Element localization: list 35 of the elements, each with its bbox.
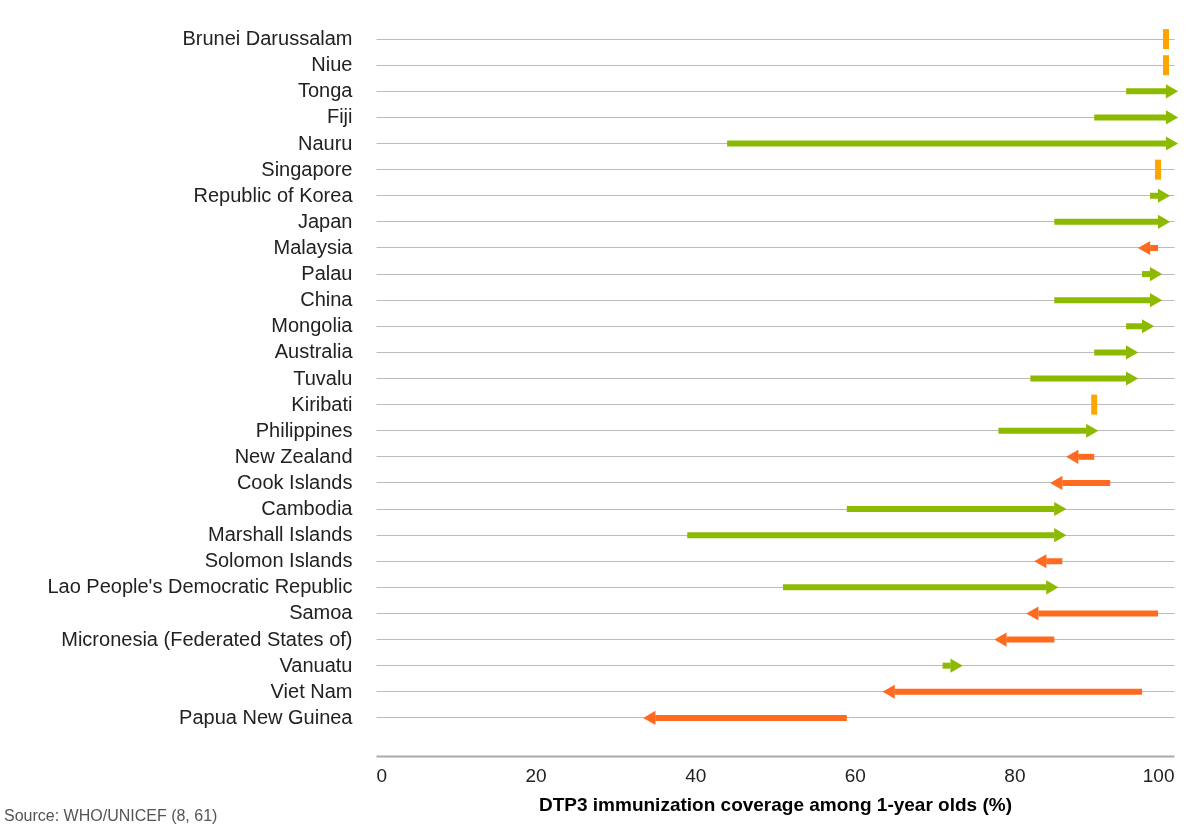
y-tick-label: Cook Islands	[236, 470, 353, 493]
y-tick-label: Philippines	[255, 418, 353, 441]
x-tick-label: 100	[1142, 764, 1175, 786]
y-tick-label: Fiji	[326, 105, 353, 128]
x-tick-label: 60	[844, 764, 866, 786]
y-tick-label: Samoa	[289, 601, 354, 624]
y-tick-label: Papua New Guinea	[179, 705, 354, 728]
x-tick-label: 0	[376, 764, 388, 786]
y-tick-label: China	[300, 288, 354, 311]
y-tick-label: Palau	[301, 262, 353, 285]
x-axis-title: DTP3 immunization coverage among 1-year olds (%)	[539, 793, 1012, 815]
x-tick-label: 80	[1004, 764, 1026, 786]
y-tick-label: Solomon Islands	[204, 549, 353, 572]
y-tick-label: Brunei Darussalam	[182, 27, 353, 50]
y-tick-label: Micronesia (Federated States of)	[61, 627, 353, 650]
y-tick-label: Tuvalu	[293, 366, 353, 389]
x-tick-label: 20	[525, 764, 547, 786]
y-tick-label: Lao People's Democratic Republic	[47, 575, 353, 598]
y-tick-label: Kiribati	[291, 392, 353, 415]
y-tick-label: Nauru	[298, 131, 353, 154]
x-tick-label: 40	[685, 764, 707, 786]
y-tick-label: Japan	[298, 209, 353, 232]
y-tick-label: Viet Nam	[270, 679, 353, 702]
y-tick-label: Mongolia	[271, 314, 354, 337]
y-tick-label: Niue	[311, 53, 353, 76]
y-tick-label: Vanuatu	[279, 653, 353, 676]
y-tick-label: Tonga	[298, 79, 354, 102]
y-tick-label: Cambodia	[261, 497, 354, 520]
y-tick-label: Australia	[274, 340, 354, 363]
source-note: Source: WHO/UNICEF (8, 61)	[4, 807, 218, 824]
y-tick-label: Marshall Islands	[207, 523, 353, 546]
y-tick-label: Singapore	[261, 157, 353, 180]
y-tick-label: Malaysia	[273, 235, 354, 258]
y-tick-label: Republic of Korea	[193, 183, 354, 206]
y-tick-label: New Zealand	[234, 444, 353, 467]
